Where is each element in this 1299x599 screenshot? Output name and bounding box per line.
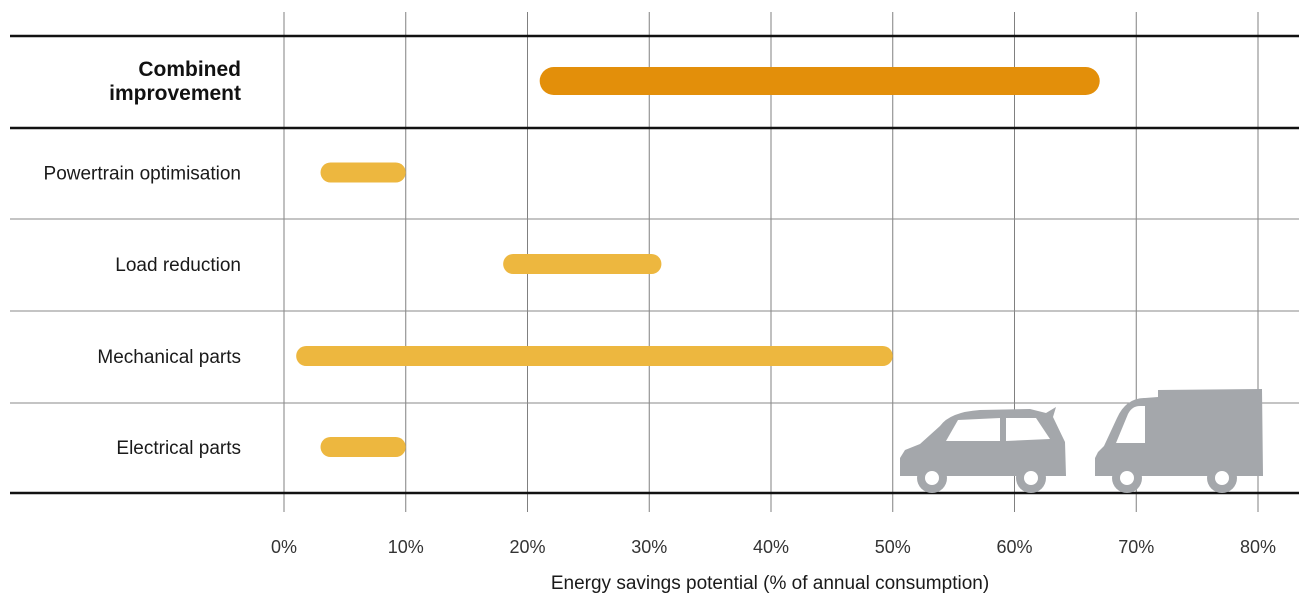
gridlines: [283, 12, 1259, 512]
x-tick-label: 60%: [996, 537, 1032, 557]
x-tick-label: 40%: [753, 537, 789, 557]
row-separators: [10, 34, 1299, 495]
x-tick-label: 80%: [1240, 537, 1276, 557]
bar-electrical-parts: [320, 437, 406, 457]
tick-labels: 0% 10% 20% 30% 40% 50% 60% 70% 80%: [271, 537, 1276, 557]
bars: [296, 67, 1100, 457]
x-tick-label: 0%: [271, 537, 297, 557]
bar-load-reduction: [503, 254, 662, 274]
car-icon: [900, 407, 1066, 493]
x-tick-label: 20%: [509, 537, 545, 557]
x-axis-title: Energy savings potential (% of annual co…: [551, 573, 989, 594]
x-tick-label: 10%: [388, 537, 424, 557]
category-label: Powertrain optimisation: [44, 164, 241, 185]
bar-mechanical-parts: [296, 346, 893, 366]
category-label: improvement: [109, 82, 241, 105]
category-label: Mechanical parts: [97, 347, 241, 368]
x-tick-label: 50%: [875, 537, 911, 557]
bar-powertrain-optimisation: [320, 162, 406, 183]
x-tick-label: 70%: [1118, 537, 1154, 557]
x-tick-label: 30%: [631, 537, 667, 557]
van-icon: [1095, 389, 1263, 493]
category-label: Load reduction: [115, 255, 241, 276]
bar-combined-improvement: [539, 67, 1100, 95]
category-label: Electrical parts: [116, 438, 241, 459]
category-label: Combined: [138, 58, 241, 81]
